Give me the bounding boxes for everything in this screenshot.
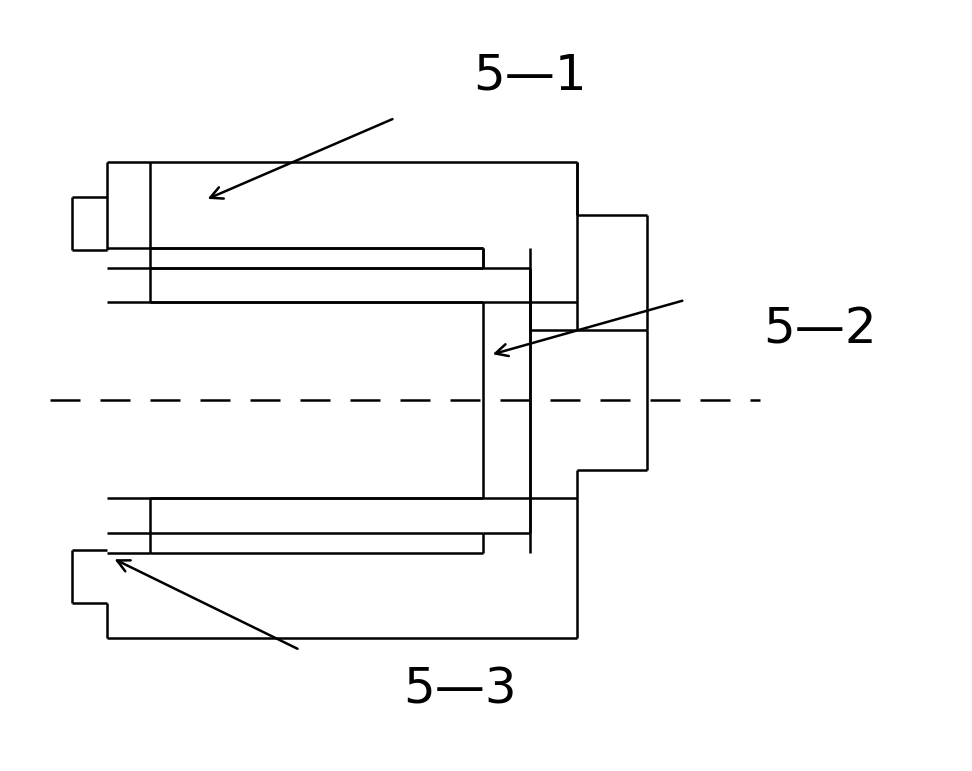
Text: 5—2: 5—2 [763, 306, 877, 354]
Text: 5—3: 5—3 [403, 666, 517, 714]
Text: 5—1: 5—1 [473, 51, 587, 99]
